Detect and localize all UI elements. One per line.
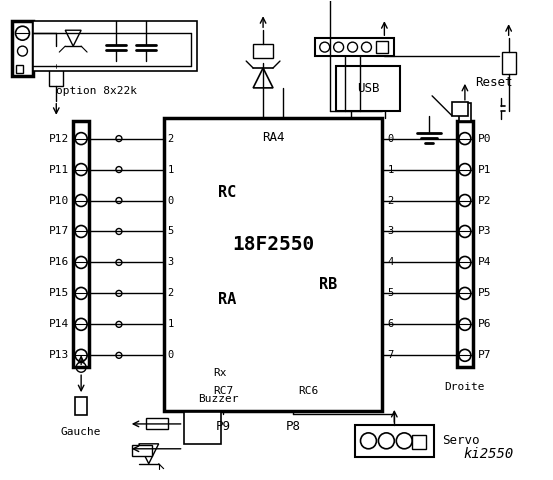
Text: 3: 3	[387, 227, 394, 237]
Text: RA: RA	[218, 292, 237, 307]
Text: 2: 2	[168, 288, 174, 299]
Bar	[354, 425, 434, 457]
Text: 6: 6	[387, 319, 394, 329]
Bar	[184, 412, 221, 444]
Bar	[164, 118, 382, 411]
Text: 0: 0	[168, 350, 174, 360]
Text: Rx: Rx	[213, 368, 227, 378]
Bar	[253, 44, 273, 58]
Bar	[412, 435, 426, 449]
Text: 2: 2	[387, 195, 394, 205]
Text: RC: RC	[218, 185, 237, 200]
Text: 0: 0	[168, 195, 174, 205]
Bar	[452, 102, 468, 116]
Text: P1: P1	[478, 165, 491, 175]
Bar	[12, 21, 33, 76]
Text: Servo: Servo	[442, 434, 479, 447]
Text: P17: P17	[49, 227, 69, 237]
Text: P15: P15	[49, 288, 69, 299]
Bar	[457, 120, 473, 367]
Text: Droite: Droite	[445, 382, 485, 392]
Bar	[33, 21, 197, 71]
Text: P16: P16	[49, 257, 69, 267]
Text: 4: 4	[387, 257, 394, 267]
Text: P5: P5	[478, 288, 491, 299]
Text: Reset: Reset	[475, 76, 512, 89]
Text: 1: 1	[168, 319, 174, 329]
Text: 3: 3	[168, 257, 174, 267]
Text: P8: P8	[285, 420, 300, 433]
Text: P4: P4	[478, 257, 491, 267]
Text: P11: P11	[49, 165, 69, 175]
Text: P2: P2	[478, 195, 491, 205]
Text: P0: P0	[478, 133, 491, 144]
Text: 7: 7	[387, 350, 394, 360]
Text: option 8x22k: option 8x22k	[56, 86, 137, 96]
Bar	[377, 41, 388, 53]
Bar	[73, 120, 89, 367]
Bar	[15, 65, 23, 73]
Text: RC6: RC6	[298, 386, 318, 396]
Bar	[315, 38, 394, 56]
Text: RC7: RC7	[213, 386, 233, 396]
Text: 5: 5	[387, 288, 394, 299]
Bar	[502, 52, 515, 74]
Text: 1: 1	[387, 165, 394, 175]
Text: P14: P14	[49, 319, 69, 329]
Bar	[146, 418, 168, 429]
Text: 5: 5	[168, 227, 174, 237]
Bar	[336, 66, 400, 111]
Text: RB: RB	[320, 277, 338, 292]
Text: P3: P3	[478, 227, 491, 237]
Text: 0: 0	[387, 133, 394, 144]
Text: 18F2550: 18F2550	[232, 235, 314, 254]
Text: P7: P7	[478, 350, 491, 360]
Bar	[132, 445, 152, 456]
Text: RA4: RA4	[262, 131, 284, 144]
Bar	[75, 397, 87, 415]
Text: P13: P13	[49, 350, 69, 360]
Text: P6: P6	[478, 319, 491, 329]
Text: ki2550: ki2550	[463, 447, 514, 461]
Text: USB: USB	[357, 82, 379, 95]
Text: P10: P10	[49, 195, 69, 205]
Text: Buzzer: Buzzer	[199, 394, 239, 404]
Bar	[49, 64, 63, 86]
Text: P12: P12	[49, 133, 69, 144]
Text: 2: 2	[168, 133, 174, 144]
Text: 1: 1	[168, 165, 174, 175]
Text: P9: P9	[216, 420, 231, 433]
Text: Gauche: Gauche	[61, 427, 101, 437]
Bar	[459, 103, 471, 120]
